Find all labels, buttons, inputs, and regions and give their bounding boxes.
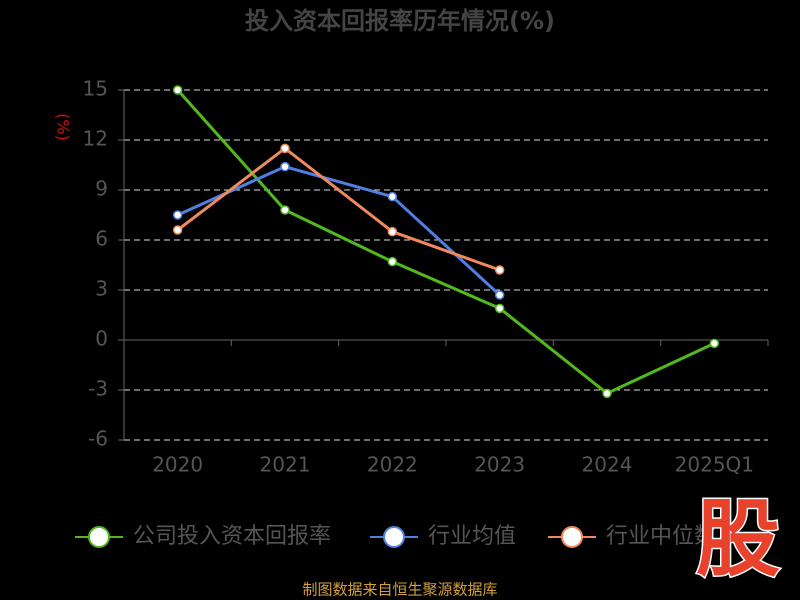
chart-title: 投入资本回报率历年情况(%) (245, 7, 555, 35)
x-tick-label: 2021 (260, 453, 311, 477)
y-tick-label: 12 (83, 127, 108, 151)
data-point (387, 191, 398, 202)
data-point (172, 210, 183, 220)
x-tick-label: 2022 (367, 453, 418, 477)
data-point (602, 388, 612, 399)
legend-marker (383, 526, 405, 548)
series-line (176, 88, 715, 396)
data-point (172, 85, 183, 95)
data-point (280, 161, 290, 172)
series-line (176, 146, 501, 272)
x-tick-label: 2020 (152, 453, 203, 477)
data-point (387, 226, 398, 237)
x-tick-label: 2024 (582, 453, 633, 477)
data-point (280, 205, 290, 215)
data-point (709, 338, 720, 349)
y-tick-label: 0 (95, 327, 108, 351)
data-point (494, 303, 505, 314)
y-tick-label: -6 (88, 427, 108, 451)
legend-marker (561, 526, 583, 548)
legend-label: 行业中位数 (606, 524, 716, 549)
series-line (177, 165, 501, 297)
y-tick-label: -3 (88, 377, 108, 401)
y-tick-label: 6 (95, 227, 108, 251)
legend-marker (88, 526, 110, 548)
x-tick-label: 2025Q1 (675, 453, 754, 477)
data-point (387, 256, 398, 267)
y-tick-label: 15 (83, 77, 108, 101)
y-axis-label: (%) (54, 113, 73, 141)
data-point (280, 143, 290, 154)
legend-label: 公司投入资本回报率 (133, 524, 331, 549)
legend-label: 行业均值 (428, 524, 516, 549)
y-tick-label: 3 (95, 277, 108, 301)
y-tick-label: 9 (95, 177, 108, 201)
data-point (172, 225, 183, 235)
data-point (494, 265, 505, 275)
watermark: 股 (696, 490, 780, 588)
source-note: 制图数据来自恒生聚源数据库 (302, 581, 497, 599)
data-point (494, 290, 505, 300)
x-tick-label: 2023 (474, 453, 525, 477)
